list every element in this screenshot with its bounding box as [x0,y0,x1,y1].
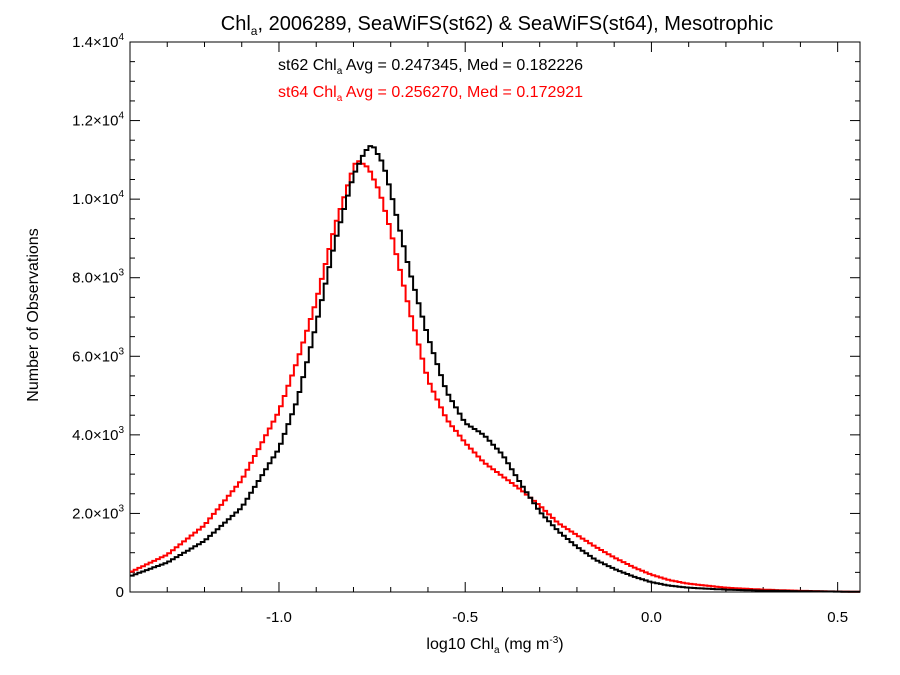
series-group [130,145,860,593]
y-tick-label: 2.0×103 [72,503,124,522]
x-axis-label: log10 Chla (mg m-3) [426,635,563,656]
y-tick-label: 8.0×103 [72,268,124,287]
y-tick-label: 1.2×104 [72,111,124,130]
y-tick-label: 1.0×104 [72,189,124,208]
chart-title: Chla, 2006289, SeaWiFS(st62) & SeaWiFS(s… [221,13,773,38]
x-tick-label: -0.5 [452,609,478,626]
x-tick-label: 0.5 [827,609,848,626]
y-tick-label: 0 [116,584,124,601]
x-tick-label: -1.0 [266,609,292,626]
series-line-st62 [130,145,860,593]
y-tick-label: 4.0×103 [72,425,124,444]
y-axis-label: Number of Observations [25,228,42,401]
annotation-st64: st64 Chla Avg = 0.256270, Med = 0.172921 [278,84,583,104]
x-tick-label: 0.0 [641,609,662,626]
y-tick-labels: 0 2.0×103 4.0×103 6.0×103 8.0×103 1.0×104 1.2×… [72,32,124,601]
annotation-st62: st62 Chla Avg = 0.247345, Med = 0.182226 [278,57,583,77]
y-tick-label: 6.0×103 [72,346,124,365]
x-tick-labels: -1.0 -0.5 0.0 0.5 [266,609,848,626]
y-tick-label: 1.4×104 [72,32,124,51]
series-line-st64 [130,160,860,593]
